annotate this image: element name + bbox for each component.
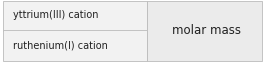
Text: molar mass: molar mass (171, 24, 241, 38)
Bar (3, 30, 147, 61)
Bar (3, 1, 147, 31)
Text: ruthenium(I) cation: ruthenium(I) cation (13, 40, 108, 50)
Text: yttrium(III) cation: yttrium(III) cation (13, 10, 99, 20)
Bar (147, 1, 262, 61)
